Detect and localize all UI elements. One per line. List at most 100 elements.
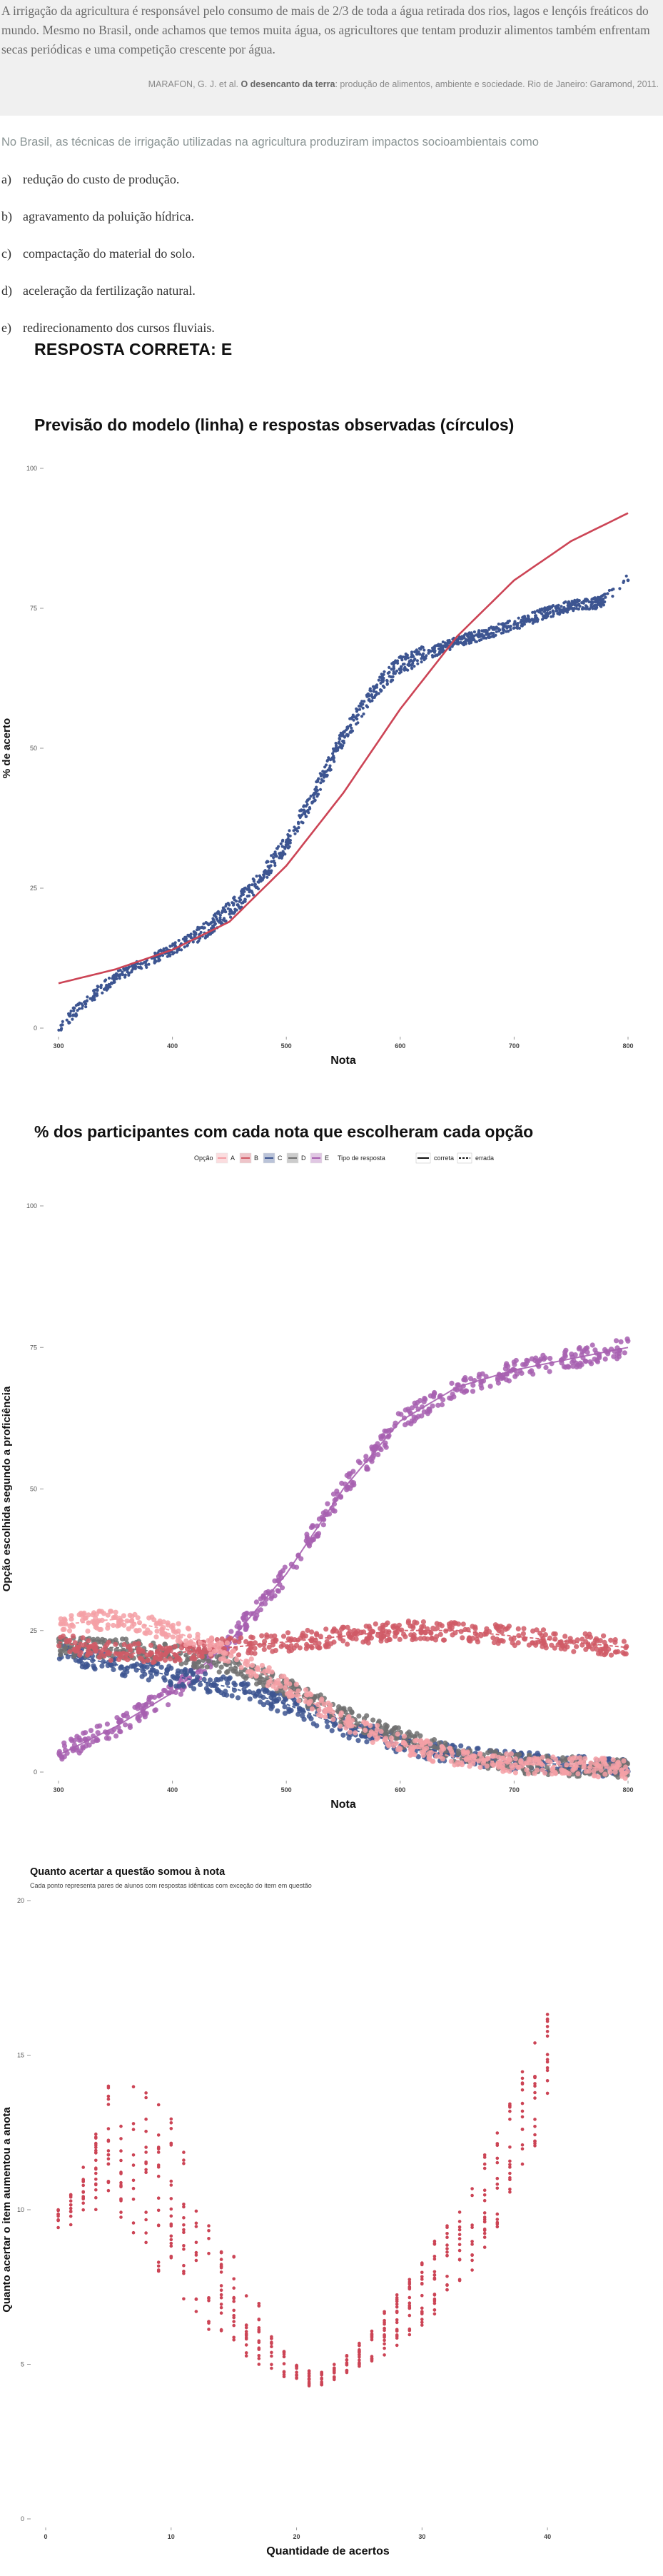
- gain-point: [470, 2253, 474, 2257]
- gain-point: [169, 2121, 173, 2125]
- observed-point: [516, 622, 520, 625]
- observed-point: [319, 774, 323, 778]
- series-point: [291, 1645, 297, 1651]
- series-point: [575, 1771, 581, 1777]
- observed-point: [557, 603, 560, 607]
- series-point: [164, 1668, 171, 1674]
- gain-point: [81, 2190, 85, 2194]
- gain-point: [144, 2240, 148, 2245]
- observed-point: [495, 630, 498, 633]
- series-point: [513, 1357, 519, 1364]
- gain-point: [295, 2366, 298, 2370]
- series-point: [331, 1639, 337, 1645]
- series-point: [279, 1585, 285, 1591]
- gain-point: [383, 2320, 386, 2325]
- gain-point: [482, 2162, 487, 2166]
- gain-point: [395, 2305, 399, 2309]
- observed-point: [418, 653, 422, 656]
- series-point: [86, 1612, 91, 1618]
- series-point: [611, 1354, 617, 1359]
- series-point: [602, 1761, 608, 1766]
- observed-point: [267, 870, 271, 874]
- gain-point: [144, 2150, 148, 2154]
- observed-point: [396, 661, 400, 665]
- series-point: [211, 1649, 217, 1654]
- gain-point: [232, 2286, 236, 2290]
- series-point: [574, 1364, 580, 1370]
- series-point: [264, 1634, 270, 1640]
- series-point: [408, 1752, 413, 1758]
- series-point: [512, 1770, 519, 1776]
- series-point: [78, 1737, 83, 1743]
- observed-point: [377, 692, 380, 695]
- gain-point: [533, 2096, 537, 2100]
- observed-point: [528, 620, 532, 623]
- series-point: [603, 1651, 609, 1656]
- observed-point: [533, 620, 537, 623]
- observed-point: [168, 953, 172, 957]
- x-tick-label: 800: [622, 1042, 633, 1050]
- series-point: [382, 1428, 388, 1434]
- series-point: [254, 1681, 260, 1687]
- option-b: b) agravamento da poluição hídrica.: [1, 209, 194, 224]
- x-tick-label: 700: [509, 1786, 520, 1793]
- observed-point: [543, 606, 547, 610]
- series-e-points: [56, 1336, 631, 1762]
- observed-point: [186, 943, 189, 947]
- y-tick-label: 0: [34, 1769, 37, 1776]
- series-point: [315, 1693, 320, 1699]
- gain-point: [408, 2301, 412, 2305]
- series-point: [432, 1389, 437, 1396]
- observed-point: [164, 946, 168, 950]
- gain-point: [457, 2220, 462, 2223]
- series-point: [99, 1636, 105, 1642]
- series-point: [480, 1371, 485, 1377]
- observed-point: [107, 982, 111, 986]
- series-point: [146, 1677, 151, 1683]
- gain-point: [482, 2231, 487, 2235]
- series-point: [549, 1771, 555, 1777]
- observed-point: [333, 760, 336, 763]
- series-point: [65, 1654, 71, 1660]
- series-point: [228, 1666, 234, 1671]
- series-point: [135, 1716, 141, 1721]
- series-point: [582, 1756, 588, 1761]
- observed-point: [432, 650, 437, 654]
- gain-point: [257, 2363, 261, 2366]
- series-point: [505, 1363, 511, 1369]
- observed-point: [562, 609, 566, 613]
- x-tick-label: 300: [53, 1786, 64, 1793]
- series-point: [419, 1744, 425, 1749]
- observed-point: [406, 668, 410, 672]
- series-point: [131, 1663, 136, 1669]
- observed-point: [226, 907, 230, 910]
- observed-point: [520, 622, 524, 625]
- observed-point: [392, 660, 395, 665]
- series-point: [587, 1359, 593, 1364]
- observed-point: [76, 1002, 80, 1006]
- series-a-fit: [58, 1618, 629, 1770]
- series-point: [422, 1636, 427, 1641]
- observed-point: [173, 943, 177, 947]
- series-point: [182, 1668, 188, 1674]
- observed-point: [593, 607, 597, 610]
- observed-points-group: [57, 574, 630, 1032]
- gain-point: [520, 2076, 525, 2081]
- series-point: [594, 1646, 599, 1652]
- series-point: [253, 1674, 259, 1679]
- x-tick-label: 10: [168, 2533, 175, 2540]
- series-point: [348, 1486, 353, 1491]
- series-point: [368, 1723, 373, 1729]
- observed-point: [228, 912, 231, 916]
- gain-point: [119, 2180, 123, 2185]
- series-point: [329, 1728, 335, 1734]
- gain-point: [144, 2129, 148, 2133]
- series-point: [121, 1613, 126, 1619]
- gain-point: [232, 2335, 236, 2340]
- series-point: [263, 1601, 268, 1606]
- observed-point: [398, 655, 401, 659]
- x-tick-label: 300: [53, 1042, 64, 1050]
- observed-point: [233, 895, 236, 899]
- observed-point: [223, 910, 226, 913]
